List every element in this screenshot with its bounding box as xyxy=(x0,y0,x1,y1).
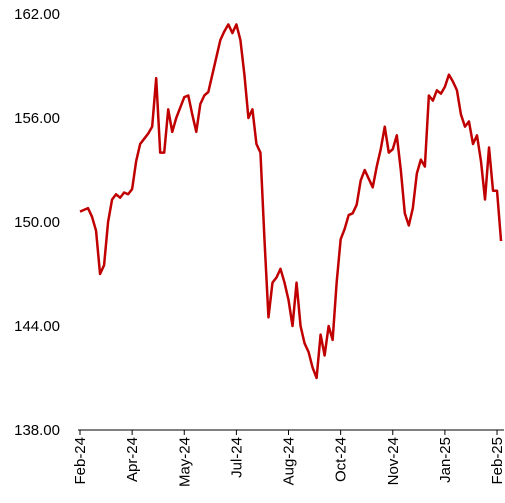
x-tick-label: Apr-24 xyxy=(124,437,141,482)
x-tick-label: Feb-25 xyxy=(489,437,505,485)
x-tick-label: Jul-24 xyxy=(228,437,245,478)
x-tick-label: Nov-24 xyxy=(385,437,402,485)
y-tick-label: 138.00 xyxy=(14,422,60,439)
x-tick-label: May-24 xyxy=(176,437,193,487)
y-tick-label: 150.00 xyxy=(14,214,60,231)
x-tick-label: Aug-24 xyxy=(281,437,298,485)
y-tick-label: 162.00 xyxy=(14,6,60,23)
price-line xyxy=(79,23,503,380)
x-tick-label: Oct-24 xyxy=(333,437,350,482)
y-tick-label: 156.00 xyxy=(14,110,60,127)
x-tick-label: Feb-24 xyxy=(72,437,89,485)
x-tick-label: Jan-25 xyxy=(437,437,454,483)
y-tick-label: 144.00 xyxy=(14,318,60,335)
